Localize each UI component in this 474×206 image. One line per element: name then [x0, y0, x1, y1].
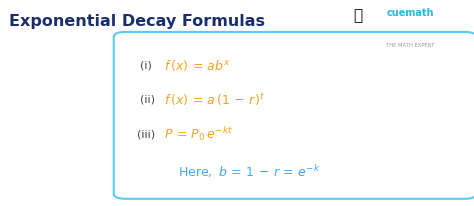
Text: $f\,(x)\, =\, ab^x$: $f\,(x)\, =\, ab^x$ — [164, 58, 230, 73]
Text: (i): (i) — [140, 60, 152, 70]
Text: Exponential Decay Formulas: Exponential Decay Formulas — [9, 14, 265, 29]
Text: (iii): (iii) — [137, 129, 155, 139]
Text: $\mathrm{Here,}\ b\, =\, 1\, -\, r\, =\, e^{-k}$: $\mathrm{Here,}\ b\, =\, 1\, -\, r\, =\,… — [178, 163, 320, 180]
Text: THE MATH EXPERT: THE MATH EXPERT — [386, 43, 435, 48]
Text: (ii): (ii) — [140, 95, 155, 105]
Text: $P\, =\, P_0\, e^{-kt}$: $P\, =\, P_0\, e^{-kt}$ — [164, 125, 232, 143]
Text: cuemath: cuemath — [386, 8, 434, 18]
Text: 🚀: 🚀 — [353, 8, 362, 23]
Text: $f\,(x)\, =\, a\,(1\,-\,r)^t$: $f\,(x)\, =\, a\,(1\,-\,r)^t$ — [164, 91, 264, 108]
FancyBboxPatch shape — [114, 32, 474, 199]
